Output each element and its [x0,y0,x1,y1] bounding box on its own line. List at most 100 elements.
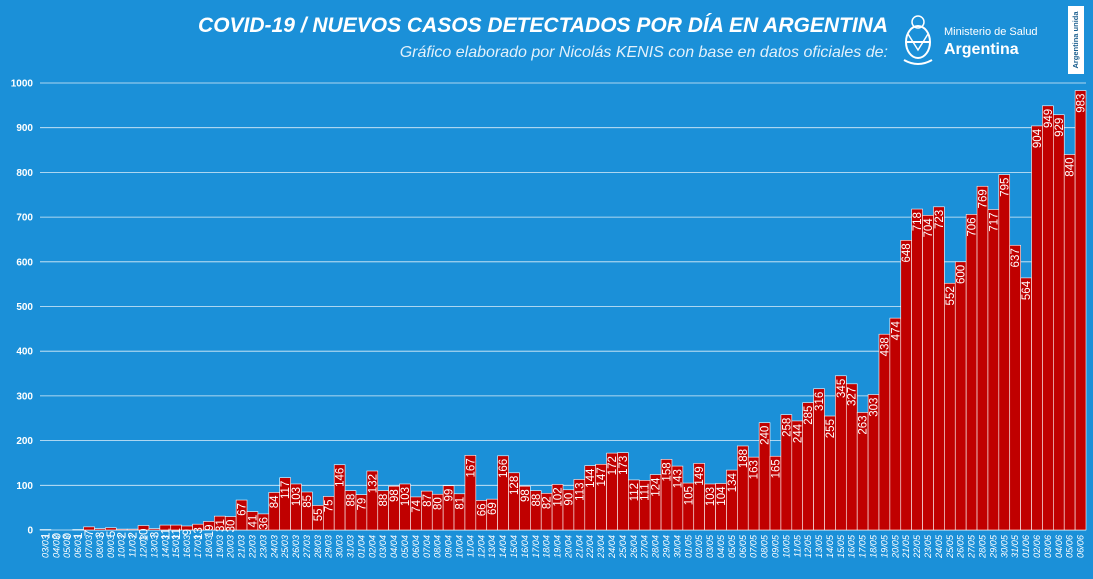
bar-data-label: 128 [509,476,521,495]
bar-data-label: 111 [640,483,652,500]
bar-data-label: 263 [858,415,870,434]
x-tick-label: 25/03 [280,534,290,559]
x-tick-label: 09/05 [770,534,780,558]
x-tick-label: 17/03 [193,534,203,558]
x-tick-label: 04/04 [389,535,399,558]
x-tick-label: 29/04 [662,535,672,559]
bar-data-label: 55 [313,508,325,521]
coat-of-arms-icon [903,15,933,65]
y-tick-label: 600 [16,257,33,268]
x-tick-label: 02/05 [694,534,704,558]
bar-data-label: 112 [629,483,641,501]
x-tick-label: 22/03 [247,534,257,559]
x-tick-label: 03/05 [705,534,715,558]
bar-data-label: 75 [324,499,336,512]
x-tick-label: 15/04 [509,535,519,558]
x-tick-label: 20/04 [563,535,573,559]
bar-data-label: 103 [291,487,303,506]
x-tick-label: 17/04 [531,535,541,558]
x-tick-label: 05/06 [1065,534,1075,558]
x-tick-label: 22/04 [585,535,595,559]
bar-data-label: 7 [84,530,96,536]
bar-data-label: 2 [128,532,140,538]
x-tick-label: 06/05 [738,534,748,558]
bars [39,90,1087,531]
bar-data-label: 1 [73,533,85,539]
bar [1031,125,1043,531]
bar-data-label: 66 [476,503,488,516]
x-tick-label: 07/05 [749,534,759,558]
bar-data-label: 30 [226,520,238,533]
bar [900,240,912,531]
bar-data-label: 1 [40,533,52,539]
x-tick-label: 10/05 [781,534,791,558]
bar-data-label: 983 [1076,94,1088,113]
x-tick-label: 19/05 [879,534,889,558]
x-axis: 03/03 04/03 05/03 06/03 07/03 08/03 09/03 10/03… [40,534,1085,559]
x-tick-label: 07/04 [422,535,432,558]
bar-data-label: 840 [1065,158,1077,177]
bar-data-label: 3 [149,532,161,538]
bar-data-label: 103 [705,487,717,506]
y-tick-label: 900 [16,123,33,134]
bar-data-label: 90 [563,493,575,506]
x-tick-label: 25/04 [618,535,628,559]
y-axis: 0 100 200 300 400 500 600 700 800 900 1000 [11,79,34,537]
x-tick-label: 04/03 [51,534,61,558]
x-tick-label: 05/03 [62,534,72,558]
x-tick-label: 02/06 [1032,534,1042,558]
x-tick-label: 12/03 [139,534,149,558]
x-tick-label: 06/06 [1076,534,1086,558]
bar-data-label: 85 [302,495,314,508]
x-tick-label: 02/04 [367,535,377,558]
bar-data-label: 99 [444,489,456,502]
bar-data-label: 98 [389,489,401,502]
bar-data-label: 904 [1032,128,1044,148]
bar-data-label: 637 [1010,248,1022,267]
bar [83,526,95,531]
bar-data-label: 19 [204,525,216,538]
bar-data-label: 600 [956,265,968,284]
x-tick-label: 19/03 [215,534,225,558]
bar-data-label: 88 [346,494,358,507]
x-tick-label: 27/05 [967,534,977,559]
bar-data-label: 718 [912,212,924,231]
bar-data-label: 564 [1021,280,1033,300]
bar-data-label: 303 [869,398,881,417]
bar [976,185,989,531]
bar-data-label: 80 [433,497,445,510]
x-tick-label: 08/05 [760,534,770,558]
y-tick-label: 100 [16,481,33,492]
x-tick-label: 05/04 [400,535,410,558]
x-tick-label: 26/05 [956,534,966,559]
bar-data-label: 163 [749,460,761,479]
x-tick-label: 13/03 [149,534,159,558]
x-tick-label: 27/03 [302,534,312,559]
x-tick-label: 23/03 [258,534,268,559]
x-tick-label: 27/04 [640,535,650,559]
bar-data-label: 84 [269,495,281,508]
x-tick-label: 11/05 [792,534,802,557]
bar [965,214,978,531]
bar-data-label: 69 [487,502,499,515]
bar-data-label: 165 [770,459,782,478]
x-tick-label: 24/05 [934,534,944,559]
x-tick-label: 04/05 [716,534,726,558]
bar-data-label: 10 [139,529,151,542]
bar-data-label: 552 [945,286,957,305]
bar-data-label: 98 [520,489,532,502]
bar-data-label: 41 [247,515,259,528]
x-tick-label: 31/05 [1010,534,1020,558]
bar-data-label: 327 [847,387,859,406]
x-tick-label: 31/03 [346,534,356,558]
y-tick-label: 0 [27,526,33,537]
bar [998,174,1011,531]
x-tick-label: 08/04 [433,535,443,558]
x-tick-label: 03/04 [378,535,388,558]
y-tick-label: 700 [16,213,33,224]
bar-data-label: 11 [160,528,172,540]
bar-data-label: 166 [498,459,510,478]
x-tick-label: 20/03 [226,534,236,559]
bar-data-label: 795 [999,178,1011,197]
